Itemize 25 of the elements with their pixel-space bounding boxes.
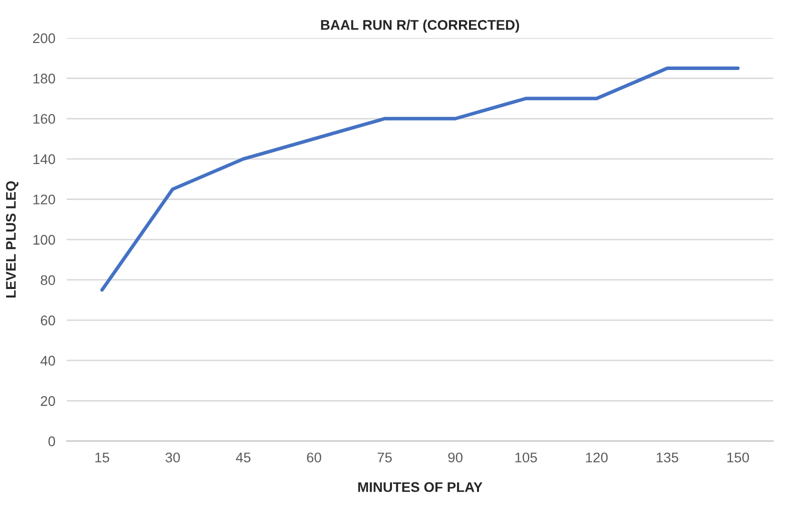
x-tick-label: 150: [727, 452, 749, 462]
y-tick-label: 160: [34, 114, 56, 124]
x-axis-title: MINUTES OF PLAY: [358, 482, 482, 492]
x-tick-label: 135: [656, 452, 678, 462]
y-tick-label: 0: [48, 436, 56, 446]
y-tick-label: 60: [40, 316, 56, 326]
x-tick-label: 105: [515, 452, 537, 462]
x-tick-label: 45: [236, 452, 250, 462]
y-tick-label: 200: [33, 33, 56, 44]
y-tick-label: 100: [34, 234, 56, 245]
x-tick-label: 30: [166, 452, 180, 462]
x-tick-label: 60: [306, 452, 322, 462]
line-series: [100, 66, 740, 292]
x-tick-label: 120: [586, 452, 608, 462]
y-tick-label: 120: [34, 194, 56, 204]
x-tick-label: 90: [448, 452, 462, 462]
y-tick-label: 20: [40, 396, 56, 406]
y-tick-label: 80: [40, 275, 56, 286]
y-tick-label: 180: [34, 74, 56, 84]
chart-title: BAAL RUN R/T (CORRECTED): [321, 20, 520, 33]
y-axis-title: LEVEL PLUS LEQ: [6, 181, 18, 298]
x-tick-label: 15: [95, 452, 110, 462]
y-tick-label: 40: [40, 356, 56, 366]
x-tick-label: 75: [378, 452, 392, 462]
y-tick-label: 140: [34, 154, 56, 164]
